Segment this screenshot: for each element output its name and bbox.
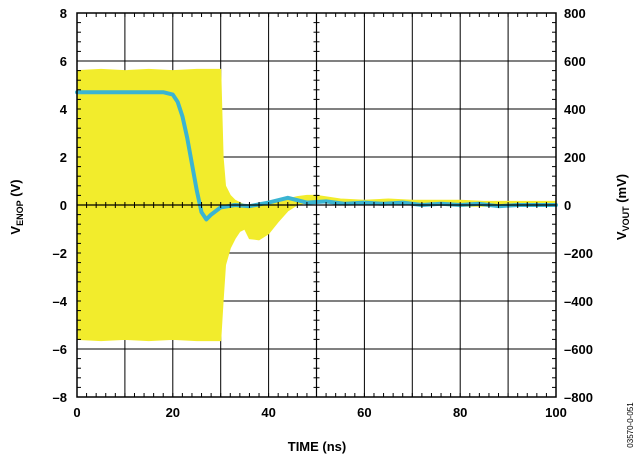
right-y-tick-label: –800 <box>564 390 593 405</box>
left-y-tick-label: –4 <box>53 294 68 309</box>
left-y-tick-label: 8 <box>60 6 67 21</box>
x-tick-label: 100 <box>545 405 567 420</box>
right-y-tick-label: 400 <box>564 102 586 117</box>
left-y-tick-label: –8 <box>53 390 67 405</box>
right-y-tick-label: 0 <box>564 198 571 213</box>
right-y-axis-title-unit: (mV) <box>614 174 629 207</box>
right-y-tick-label: 600 <box>564 54 586 69</box>
right-y-tick-label: –200 <box>564 246 593 261</box>
left-y-tick-labels: 8 6 4 2 0 –2 –4 –6 –8 <box>53 6 68 405</box>
x-tick-label: 40 <box>261 405 275 420</box>
left-y-tick-label: –6 <box>53 342 67 357</box>
right-y-axis-title-subscript: VOUT <box>621 206 631 232</box>
plot-border <box>76 12 557 398</box>
x-tick-labels: 0 20 40 60 80 100 <box>73 405 566 420</box>
x-tick-label: 60 <box>357 405 371 420</box>
right-y-tick-label: 200 <box>564 150 586 165</box>
figure-id: 03570-0-051 <box>626 402 635 448</box>
x-tick-label: 0 <box>73 405 80 420</box>
right-y-tick-label: 800 <box>564 6 586 21</box>
right-y-axis-title: VVOUT (mV) <box>614 174 631 240</box>
plot-frame <box>76 12 557 398</box>
left-y-tick-label: 0 <box>60 198 67 213</box>
left-y-axis-title-main: V <box>8 226 23 235</box>
left-y-tick-label: 4 <box>60 102 68 117</box>
left-y-axis-title: VENOP (V) <box>8 179 25 234</box>
x-tick-label: 20 <box>166 405 180 420</box>
left-y-axis-title-unit: (V) <box>8 179 23 200</box>
left-y-axis-title-subscript: ENOP <box>15 200 25 226</box>
x-axis-title: TIME (ns) <box>288 439 347 454</box>
right-y-axis-title-main: V <box>614 231 629 240</box>
left-y-tick-label: –2 <box>53 246 67 261</box>
right-y-tick-labels: 800 600 400 200 0 –200 –400 –600 –800 <box>564 6 593 405</box>
right-y-tick-label: –400 <box>564 294 593 309</box>
left-y-tick-label: 6 <box>60 54 67 69</box>
right-y-tick-label: –600 <box>564 342 593 357</box>
left-y-tick-label: 2 <box>60 150 67 165</box>
x-tick-label: 80 <box>453 405 467 420</box>
